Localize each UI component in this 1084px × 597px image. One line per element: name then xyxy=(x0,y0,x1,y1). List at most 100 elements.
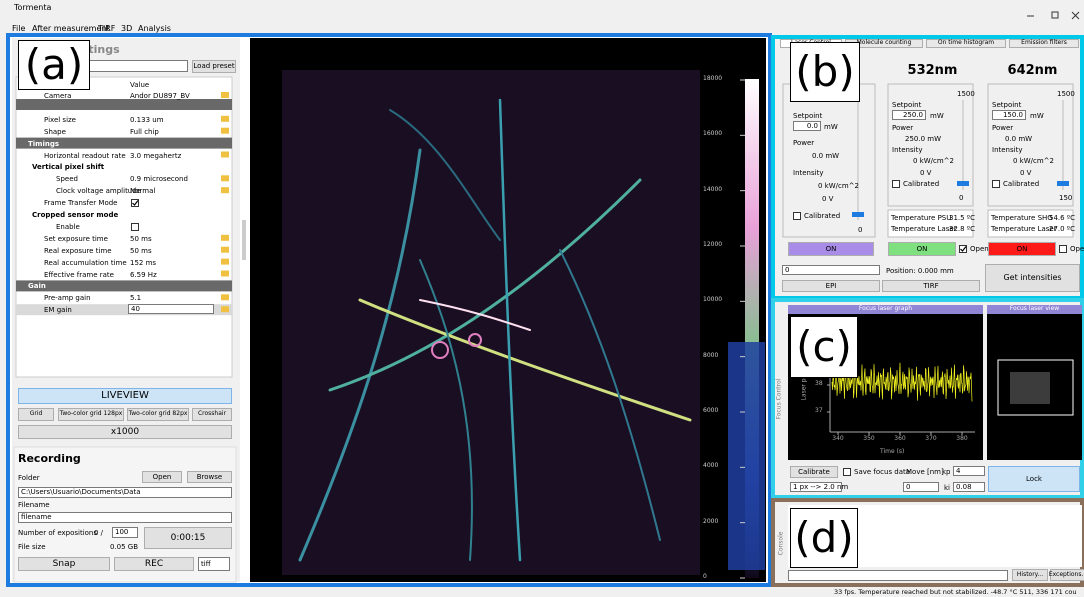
value: 0 V xyxy=(822,195,833,203)
checkbox[interactable] xyxy=(1059,245,1067,253)
checkbox[interactable] xyxy=(131,223,139,231)
grid-button[interactable]: Crosshair xyxy=(192,408,232,421)
histogram-tick-label: 18000 xyxy=(703,76,722,83)
input[interactable]: 40 xyxy=(128,304,214,314)
menu-item[interactable]: 3D xyxy=(121,24,132,33)
param-name: Pre-amp gain xyxy=(44,294,91,302)
temperature-value: 32.8 ºC xyxy=(949,225,975,233)
input[interactable]: 0.0 xyxy=(793,121,821,131)
panel-title: Focus laser graph xyxy=(788,306,983,313)
param-name: Clock voltage amplitude xyxy=(56,187,141,195)
checkbox[interactable] xyxy=(131,199,139,207)
grid-button[interactable]: Two-color grid 82px xyxy=(127,408,189,421)
subgroup-label: Vertical pixel shift xyxy=(32,163,104,171)
checkbox[interactable] xyxy=(992,180,1000,188)
console-input[interactable] xyxy=(788,570,1008,581)
input[interactable]: C:\Users\Usuario\Documents\Data xyxy=(18,487,232,498)
column-header: Value xyxy=(130,81,149,89)
laser-on-button[interactable]: ON xyxy=(788,242,874,256)
histogram-tick-label: 8000 xyxy=(703,353,718,360)
unit: mW xyxy=(824,123,838,131)
histogram-tick-label: 14000 xyxy=(703,187,722,194)
liveview-button[interactable]: LIVEVIEW xyxy=(18,388,232,404)
menu-item[interactable]: File xyxy=(12,24,25,33)
label: Save focus data xyxy=(854,468,910,476)
button[interactable]: Exceptions... xyxy=(1050,569,1084,581)
temperature-value: 54.6 ºC xyxy=(1049,214,1075,222)
param-value: 3.0 megahertz xyxy=(130,152,181,160)
panel-label: (a) xyxy=(18,40,90,90)
param-name: Frame Transfer Mode xyxy=(44,199,117,207)
input[interactable]: filename xyxy=(18,512,232,523)
param-value: 6.59 Hz xyxy=(130,271,157,279)
panel-label: (c) xyxy=(790,316,858,378)
button[interactable]: History... xyxy=(1012,569,1048,581)
grid-button[interactable]: Two-color grid 128px xyxy=(58,408,124,421)
param-name: Set exposure time xyxy=(44,235,108,243)
input[interactable]: 100 xyxy=(112,527,138,538)
temperature-label: Temperature SHG xyxy=(991,214,1053,222)
lock-icon xyxy=(221,187,229,193)
input[interactable]: 250.0 xyxy=(892,110,926,120)
param-value: 5.1 xyxy=(130,294,141,302)
button[interactable]: Calibrate xyxy=(790,466,838,478)
label: Setpoint xyxy=(992,101,1021,109)
menu-item[interactable]: TIRF xyxy=(98,24,115,33)
param-name: EM gain xyxy=(44,306,72,314)
laser-on-button[interactable]: ON xyxy=(888,242,956,256)
unit: mW xyxy=(930,112,944,120)
input[interactable]: 0.08 xyxy=(953,482,985,492)
x-tick-label: 340 xyxy=(830,436,846,443)
checkbox[interactable] xyxy=(959,245,967,253)
slider-handle xyxy=(957,181,969,186)
zoom-display[interactable]: x1000 xyxy=(18,425,232,439)
group-label: Timings xyxy=(28,140,59,148)
value: 0 V xyxy=(920,169,931,177)
temperature-label: Temperature Laser xyxy=(991,225,1057,233)
slider-min: 0 xyxy=(959,194,963,202)
input[interactable]: 4 xyxy=(953,466,985,476)
label: Folder xyxy=(18,474,40,482)
input[interactable]: 150.0 xyxy=(992,110,1026,120)
histogram-tick-label: 4000 xyxy=(703,463,718,470)
label: File size xyxy=(18,543,46,551)
checkbox[interactable] xyxy=(793,212,801,220)
button[interactable]: EPI xyxy=(782,280,880,292)
label: Open xyxy=(1070,245,1084,253)
label: Intensity xyxy=(992,146,1022,154)
menu-item[interactable]: Analysis xyxy=(138,24,171,33)
histogram-tick-label: 2000 xyxy=(703,519,718,526)
checkbox[interactable] xyxy=(892,180,900,188)
temperature-value: 31.5 ºC xyxy=(949,214,975,222)
checkbox[interactable] xyxy=(843,468,851,476)
axis-label: Time (s) xyxy=(880,449,910,456)
format-select[interactable]: tiff xyxy=(198,557,230,571)
rec-button[interactable]: REC xyxy=(114,557,194,571)
tab[interactable]: Emission filters xyxy=(1009,39,1079,48)
value: 250.0 mW xyxy=(905,135,941,143)
param-name: Camera xyxy=(44,92,71,100)
grid-button[interactable]: Grid xyxy=(18,408,54,421)
button[interactable]: Load preset xyxy=(192,60,236,73)
position-label: Position: 0.000 mm xyxy=(886,267,954,275)
label: Setpoint xyxy=(892,101,921,109)
app-window: TormentaFileAfter measurementTIRF3DAnaly… xyxy=(0,0,1084,597)
lock-button[interactable]: Lock xyxy=(988,466,1080,492)
snap-button[interactable]: Snap xyxy=(18,557,110,571)
input[interactable]: 1 px --> 2.0 nm xyxy=(790,482,842,492)
value: 0 kW/cm^2 xyxy=(1013,157,1054,165)
label: Power xyxy=(992,124,1013,132)
button[interactable]: Browse xyxy=(187,471,232,483)
button[interactable]: Get intensities xyxy=(985,264,1080,292)
button[interactable]: Open xyxy=(142,471,182,483)
panel-label: (b) xyxy=(790,42,860,102)
label: Number of expositions xyxy=(18,529,97,537)
input[interactable]: 0 xyxy=(903,482,939,492)
button[interactable]: TIRF xyxy=(882,280,980,292)
status-bar: 33 fps. Temperature reached but not stab… xyxy=(834,589,1084,596)
input[interactable]: 0 xyxy=(782,265,880,275)
tab[interactable]: On time histogram xyxy=(926,39,1006,48)
laser-on-button[interactable]: ON xyxy=(988,242,1056,256)
time-display[interactable]: 0:00:15 xyxy=(144,527,232,549)
label: Open xyxy=(970,245,989,253)
